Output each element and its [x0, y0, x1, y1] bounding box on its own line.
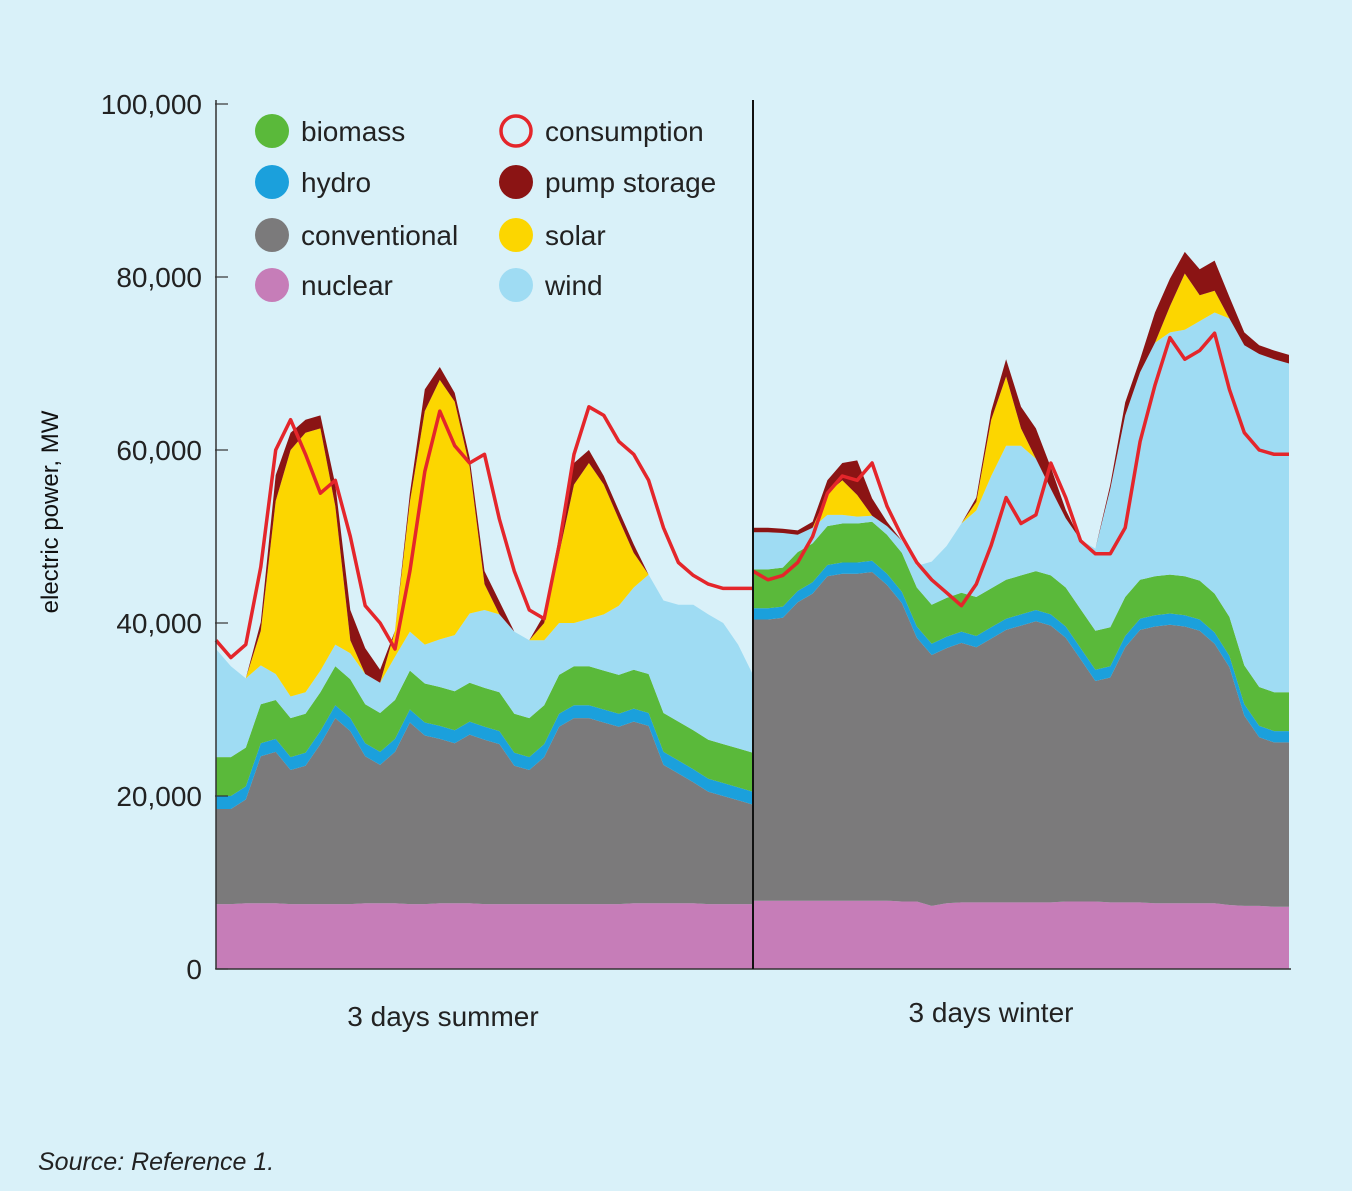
area-solar-summer [216, 379, 753, 697]
legend-label: nuclear [301, 270, 393, 301]
legend-label: pump storage [545, 167, 716, 198]
y-tick-label: 0 [186, 954, 202, 985]
legend: biomass hydro conventional nuclear consumpti… [255, 114, 716, 302]
y-axis-label: electric power, MW [37, 410, 64, 613]
legend-item-conventional: conventional [255, 218, 458, 252]
legend-marker-circle-icon [255, 114, 289, 148]
legend-label: wind [544, 270, 603, 301]
y-tick-label: 60,000 [116, 435, 202, 466]
legend-marker-hollow-circle-icon [499, 114, 533, 148]
area-conventional-summer [216, 718, 753, 905]
legend-item-hydro: hydro [255, 165, 371, 199]
legend-item-pump-storage: pump storage [499, 165, 716, 199]
area-pump-storage-winter [753, 251, 1289, 566]
legend-label: conventional [301, 220, 458, 251]
legend-item-nuclear: nuclear [255, 268, 393, 302]
legend-label: consumption [545, 116, 704, 147]
area-wind-winter [753, 312, 1289, 693]
legend-label: hydro [301, 167, 371, 198]
panel-label-1: 3 days winter [909, 997, 1074, 1028]
legend-label: biomass [301, 116, 405, 147]
legend-item-wind: wind [499, 268, 603, 302]
area-nuclear-summer [216, 903, 753, 969]
consumption-lines [214, 331, 1289, 660]
legend-marker-circle-icon [499, 218, 533, 252]
legend-item-biomass: biomass [255, 114, 405, 148]
line-consumption-summer [214, 405, 753, 660]
area-conventional-winter [753, 572, 1289, 907]
legend-marker-circle-icon [255, 218, 289, 252]
panel-label-0: 3 days summer [347, 1001, 538, 1032]
source-note: Source: Reference 1. [38, 1148, 275, 1176]
legend-label: solar [545, 220, 606, 251]
area-wind-summer [216, 574, 753, 758]
axes: 0 20,000 40,000 60,000 80,000 100,000 electric… [37, 89, 1291, 1032]
legend-item-solar: solar [499, 218, 606, 252]
area-nuclear-winter [753, 900, 1289, 969]
legend-item-consumption: consumption [499, 114, 704, 148]
y-tick-label: 100,000 [101, 89, 202, 120]
y-tick-label: 40,000 [116, 608, 202, 639]
legend-marker-circle-icon [499, 268, 533, 302]
y-tick-label: 80,000 [116, 262, 202, 293]
y-tick-label: 20,000 [116, 781, 202, 812]
stacked-areas [216, 251, 1289, 969]
legend-marker-circle-icon [499, 165, 533, 199]
legend-marker-circle-icon [255, 268, 289, 302]
line-consumption-winter [752, 331, 1289, 608]
area-biomass-summer [216, 666, 753, 796]
legend-marker-circle-icon [255, 165, 289, 199]
